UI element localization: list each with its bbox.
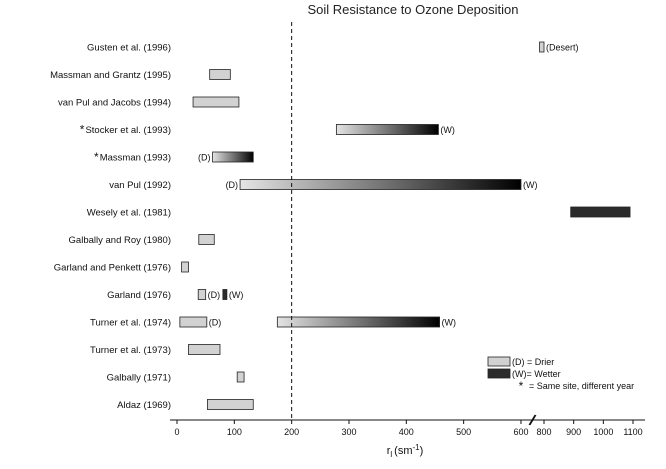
study-label: Aldaz (1969): [117, 400, 171, 411]
study-row: Garland and Penkett (1976): [54, 261, 189, 274]
study-row: Garland (1976) (D) (W): [107, 289, 244, 301]
study-row: Gusten et al. (1996) (Desert): [87, 41, 579, 54]
study-row: Turner et al. (1974) (D) (W): [90, 316, 457, 329]
study-row: van Pul and Jacobs (1994): [58, 96, 240, 109]
range-bar: [179, 316, 208, 328]
range-bar: [276, 316, 440, 328]
x-axis: 0 100 200 300 400 500 600 800 900 1000 1100 rl (sm-1…: [170, 22, 645, 459]
bar-annotation: (D): [226, 180, 239, 190]
range-bar: [335, 124, 439, 135]
range-bar: [570, 206, 631, 218]
study-row: Turner et al. (1973): [90, 344, 221, 356]
bar-annotation: (D): [209, 318, 222, 328]
study-label: Garland (1976): [107, 290, 171, 301]
legend-label: (W)= Wetter: [512, 369, 561, 379]
range-bar: [198, 234, 215, 245]
study-row: Galbally (1971): [107, 371, 245, 384]
chart-title: Soil Resistance to Ozone Deposition: [307, 2, 518, 17]
legend-entry: * = Same site, different year: [519, 379, 634, 393]
range-bar: [197, 289, 207, 300]
x-axis-label: rl (sm-1): [387, 443, 424, 459]
range-bar: [222, 289, 228, 300]
legend-swatch: [487, 368, 511, 379]
study-label: Massman and Grantz (1995): [50, 70, 171, 81]
range-bar: [206, 399, 254, 410]
legend-entry: (D) = Drier: [487, 356, 554, 367]
x-tick-label: 1000: [593, 427, 613, 437]
study-rows: Gusten et al. (1996) (Desert) Massman and …: [50, 41, 631, 411]
study-label: van Pul (1992): [109, 180, 171, 191]
legend-entry: (W)= Wetter: [487, 368, 561, 379]
range-bar: [236, 371, 245, 383]
bar-annotation: (W): [229, 290, 244, 300]
legend-swatch: [487, 356, 511, 367]
study-row: Stocker et al. (1993)* (W): [80, 123, 455, 137]
study-label: Galbally and Roy (1980): [69, 235, 171, 246]
x-tick-label: 600: [513, 427, 528, 437]
study-label: Turner et al. (1974): [90, 318, 171, 329]
x-tick-label: 0: [174, 427, 179, 437]
study-row: Massman (1993)* (D): [94, 150, 254, 164]
study-row: van Pul (1992) (D) (W): [109, 179, 538, 191]
x-tick-label: 900: [566, 427, 581, 437]
same-site-star: *: [94, 150, 99, 164]
range-bar: [239, 179, 522, 190]
bar-annotation: (W): [523, 180, 538, 190]
same-site-star: *: [80, 123, 85, 137]
study-label: Stocker et al. (1993): [85, 125, 171, 136]
study-label: Turner et al. (1973): [90, 345, 171, 356]
study-label: Galbally (1971): [107, 373, 171, 384]
x-tick-label: 300: [341, 427, 356, 437]
study-label: van Pul and Jacobs (1994): [58, 98, 171, 109]
bar-annotation: (W): [440, 125, 455, 135]
x-tick-label: 800: [536, 427, 551, 437]
study-row: Aldaz (1969): [117, 399, 254, 411]
range-bar: [188, 344, 221, 355]
legend-star: *: [519, 379, 524, 393]
study-row: Massman and Grantz (1995): [50, 69, 231, 81]
legend-label: = Same site, different year: [529, 381, 634, 391]
bar-annotation: (W): [442, 318, 457, 328]
bar-annotation: (D): [198, 153, 211, 163]
study-label: Massman (1993): [100, 153, 171, 164]
legend: (D) = Drier (W)= Wetter* = Same site, diff…: [487, 356, 634, 393]
x-tick-label: 500: [456, 427, 471, 437]
x-tick-label: 100: [227, 427, 242, 437]
study-row: Galbally and Roy (1980): [69, 234, 215, 246]
range-bar: [539, 41, 545, 53]
study-row: Wesely et al. (1981): [87, 206, 631, 219]
range-bar: [209, 69, 231, 80]
axis-break-mark: [528, 414, 537, 426]
x-tick-label: 400: [399, 427, 414, 437]
legend-label: (D) = Drier: [512, 357, 554, 367]
study-label: Garland and Penkett (1976): [54, 263, 171, 274]
study-label: Gusten et al. (1996): [87, 43, 171, 54]
range-bar: [212, 151, 254, 163]
x-tick-label: 1100: [623, 427, 642, 437]
x-tick-label: 200: [284, 427, 299, 437]
bar-annotation: (Desert): [546, 43, 579, 53]
bar-annotation: (D): [208, 290, 221, 300]
study-label: Wesely et al. (1981): [87, 208, 171, 219]
range-bar: [181, 261, 189, 273]
range-bar: [192, 96, 240, 108]
